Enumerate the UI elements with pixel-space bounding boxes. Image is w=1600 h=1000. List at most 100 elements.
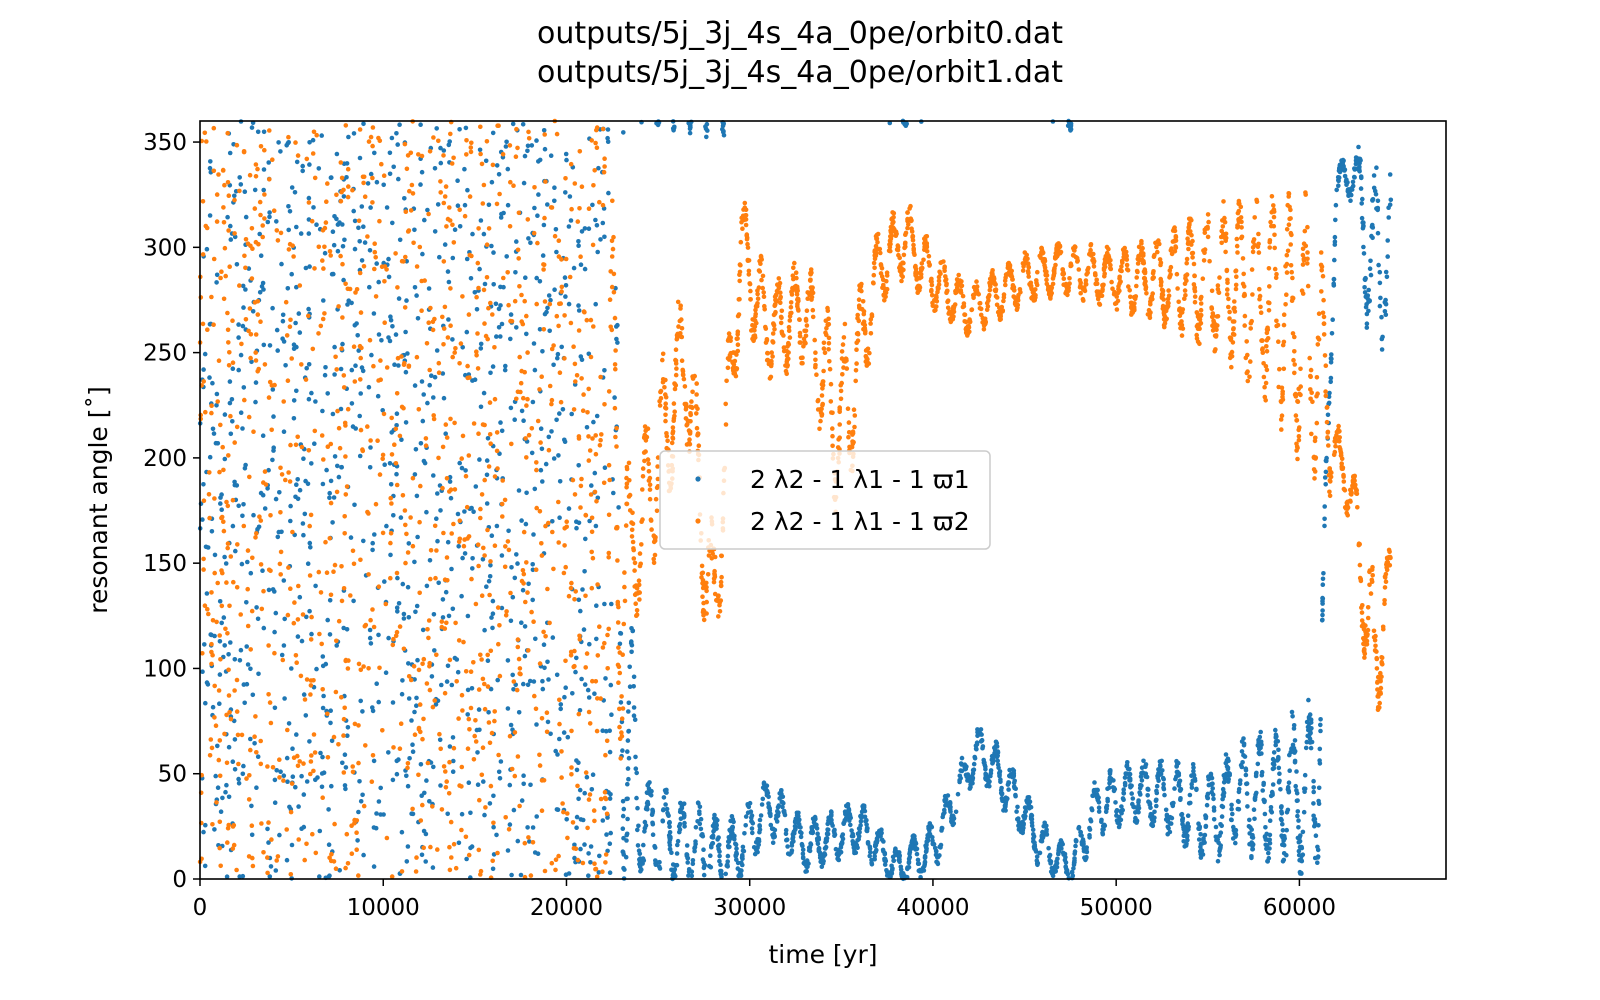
data-point (420, 802, 425, 808)
data-point (869, 860, 874, 866)
data-point (449, 682, 455, 688)
data-point (710, 833, 716, 838)
data-point (1332, 242, 1338, 247)
data-point (210, 704, 216, 710)
data-point (589, 483, 594, 488)
data-point (313, 399, 318, 404)
data-point (410, 543, 416, 549)
data-point (225, 130, 230, 136)
data-point (1111, 778, 1116, 783)
data-point (403, 420, 409, 425)
data-point (938, 845, 943, 850)
data-point (913, 847, 918, 852)
data-point (412, 709, 417, 715)
data-point (766, 801, 771, 806)
data-point (927, 832, 933, 837)
data-point (1320, 601, 1325, 606)
data-point (729, 827, 735, 833)
data-point (563, 283, 569, 288)
data-point (529, 143, 535, 148)
data-point (760, 273, 766, 279)
data-point (445, 663, 451, 669)
data-point (282, 696, 287, 701)
data-point (386, 335, 391, 340)
data-point (597, 624, 602, 629)
data-point (1383, 269, 1389, 275)
data-point (399, 354, 404, 359)
data-point (351, 208, 357, 214)
data-point (556, 238, 562, 243)
data-point (360, 792, 365, 798)
data-point (641, 842, 646, 848)
data-point (1350, 183, 1356, 189)
data-point (353, 426, 359, 431)
data-point (415, 534, 420, 540)
data-point (743, 814, 749, 819)
data-point (376, 699, 382, 705)
data-point (267, 700, 273, 705)
data-point (226, 228, 231, 233)
data-point (915, 857, 921, 863)
data-point (681, 801, 687, 806)
data-point (967, 786, 973, 791)
data-point (552, 287, 557, 293)
data-point (975, 733, 980, 739)
data-point (902, 245, 907, 251)
data-point (1296, 839, 1302, 845)
data-point (1220, 224, 1226, 229)
data-point (465, 687, 471, 693)
data-point (278, 230, 284, 236)
data-point (225, 327, 231, 333)
data-point (490, 130, 496, 136)
data-point (718, 579, 724, 585)
data-point (351, 131, 357, 136)
data-point (249, 125, 255, 130)
data-point (289, 185, 295, 190)
data-point (699, 563, 705, 569)
data-point (1270, 766, 1276, 772)
data-point (334, 192, 339, 198)
data-point (476, 707, 482, 712)
data-point (243, 462, 248, 468)
data-point (641, 858, 647, 863)
data-point (313, 583, 318, 589)
data-point (958, 288, 964, 293)
data-point (219, 492, 224, 497)
data-point (697, 809, 702, 814)
data-point (376, 632, 381, 638)
data-point (219, 507, 224, 512)
data-point (521, 773, 526, 778)
data-point (897, 857, 902, 862)
data-point (309, 631, 314, 637)
data-point (632, 717, 638, 722)
data-point (1249, 267, 1255, 272)
data-point (621, 806, 627, 812)
data-point (823, 846, 828, 851)
data-point (1047, 854, 1052, 859)
data-point (1262, 798, 1267, 803)
data-point (1307, 740, 1313, 745)
data-point (832, 833, 837, 838)
data-point (664, 787, 669, 793)
data-point (286, 204, 291, 209)
data-point (1166, 826, 1171, 831)
data-point (536, 192, 541, 197)
data-point (225, 180, 231, 185)
data-point (816, 848, 822, 854)
data-point (1315, 847, 1321, 853)
data-point (397, 624, 403, 629)
data-point (985, 777, 991, 783)
data-point (270, 157, 275, 162)
data-point (589, 585, 595, 591)
data-point (1122, 775, 1128, 780)
data-point (217, 773, 223, 779)
data-point (494, 334, 499, 339)
data-point (1256, 750, 1262, 756)
data-point (672, 386, 678, 392)
data-point (280, 336, 285, 342)
data-point (272, 800, 278, 805)
data-point (554, 131, 560, 137)
data-point (358, 355, 364, 361)
data-point (291, 398, 297, 403)
data-point (694, 381, 699, 386)
